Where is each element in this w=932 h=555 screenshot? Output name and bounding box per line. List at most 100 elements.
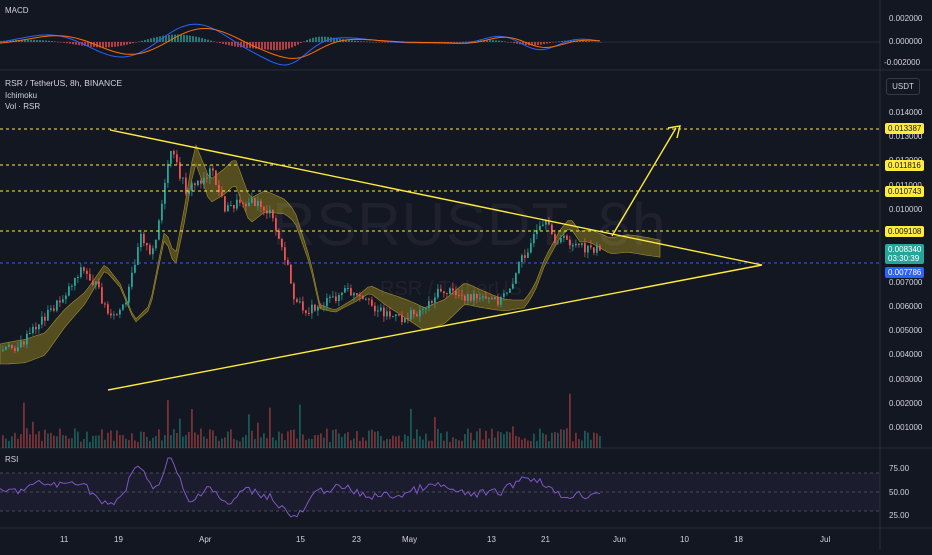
macd-tick: -0.002000 (884, 58, 921, 67)
volume-bar (518, 436, 520, 448)
volume-bar (299, 404, 301, 448)
volume-bar (491, 428, 493, 448)
macd-histogram-bar (138, 41, 140, 43)
volume-bar (470, 432, 472, 448)
level-tag: 0.013387 (885, 123, 925, 134)
volume-bar (335, 429, 337, 448)
volume-bar (431, 440, 433, 448)
macd-histogram-bar (258, 42, 260, 49)
volume-bar (53, 435, 55, 448)
candle-body (11, 344, 13, 349)
macd-histogram-bar (450, 42, 452, 43)
macd-tick: 0.002000 (889, 14, 923, 23)
candle-body (458, 294, 460, 296)
volume-bar (590, 439, 592, 448)
volume-bar (158, 429, 160, 448)
candle-body (104, 303, 106, 305)
candle-body (23, 341, 25, 345)
volume-bar (152, 437, 154, 448)
volume-bar (338, 433, 340, 448)
candle-body (341, 292, 343, 296)
volume-bar (188, 431, 190, 448)
candle-body (89, 273, 91, 281)
volume-bar (353, 438, 355, 448)
candle-body (596, 245, 598, 253)
macd-histogram-bar (468, 41, 470, 42)
price-tick: 0.003000 (889, 375, 923, 384)
macd-histogram-bar (69, 42, 71, 44)
macd-histogram-bar (549, 42, 551, 44)
volume-bar (485, 430, 487, 448)
candle-body (179, 162, 181, 179)
volume-bar (44, 429, 46, 448)
candle-body (338, 295, 340, 302)
macd-histogram-bar (168, 34, 170, 42)
macd-histogram-bar (555, 41, 557, 43)
macd-histogram-bar (495, 40, 497, 42)
candle-body (554, 233, 556, 243)
macd-histogram-bar (243, 42, 245, 48)
macd-histogram-bar (321, 36, 323, 42)
candle-body (383, 307, 385, 317)
price-tick: 0.006000 (889, 302, 923, 311)
macd-histogram-bar (240, 42, 242, 48)
candle-body (470, 294, 472, 301)
date-tick: 13 (487, 535, 496, 544)
macd-histogram-bar (339, 38, 341, 42)
currency-button[interactable]: USDT (886, 78, 920, 95)
volume-bar (305, 439, 307, 448)
volume-bar (467, 428, 469, 448)
macd-histogram-bar (513, 42, 515, 44)
candle-body (308, 312, 310, 314)
candle-body (161, 203, 163, 221)
candle-body (242, 202, 244, 204)
volume-bar (23, 402, 25, 448)
candle-body (461, 295, 463, 297)
candle-body (374, 305, 376, 312)
candle-body (386, 311, 388, 317)
volume-bar (410, 408, 412, 448)
candle-body (98, 281, 100, 288)
candle-body (149, 245, 151, 255)
volume-bar (209, 429, 211, 448)
candle-body (275, 218, 277, 231)
volume-bar (596, 433, 598, 448)
price-tick: 0.002000 (889, 399, 923, 408)
volume-bar (365, 440, 367, 448)
level-tag: 0.011816 (885, 160, 924, 171)
macd-histogram-bar (543, 42, 545, 45)
macd-histogram-bar (249, 42, 251, 49)
volume-bar (500, 432, 502, 448)
volume-label[interactable]: Vol · RSR (5, 102, 41, 111)
macd-title[interactable]: MACD (5, 6, 29, 15)
candle-body (47, 309, 49, 321)
candle-body (293, 283, 295, 300)
candle-body (332, 296, 334, 298)
candle-body (176, 154, 178, 163)
candle-body (68, 286, 70, 296)
volume-bar (428, 440, 430, 448)
volume-bar (98, 435, 100, 448)
candle-body (485, 296, 487, 299)
macd-histogram-bar (486, 40, 488, 42)
candle-body (128, 286, 130, 303)
volume-bar (416, 429, 418, 448)
candle-body (197, 180, 199, 186)
rsi-title[interactable]: RSI (5, 455, 19, 464)
macd-histogram-bar (183, 34, 185, 42)
candle-body (17, 347, 19, 351)
volume-bar (140, 431, 142, 448)
candle-body (431, 301, 433, 303)
candle-body (296, 299, 298, 302)
macd-histogram-bar (207, 39, 209, 42)
symbol-title[interactable]: RSR / TetherUS, 8h, BINANCE (5, 78, 122, 88)
volume-bar (599, 435, 601, 448)
blue-level-tag: 0.007786 (885, 267, 925, 278)
candle-body (398, 314, 400, 316)
ichimoku-label[interactable]: Ichimoku (5, 91, 38, 100)
candle-body (227, 205, 229, 212)
candle-body (230, 205, 232, 207)
date-tick: 19 (114, 535, 123, 544)
